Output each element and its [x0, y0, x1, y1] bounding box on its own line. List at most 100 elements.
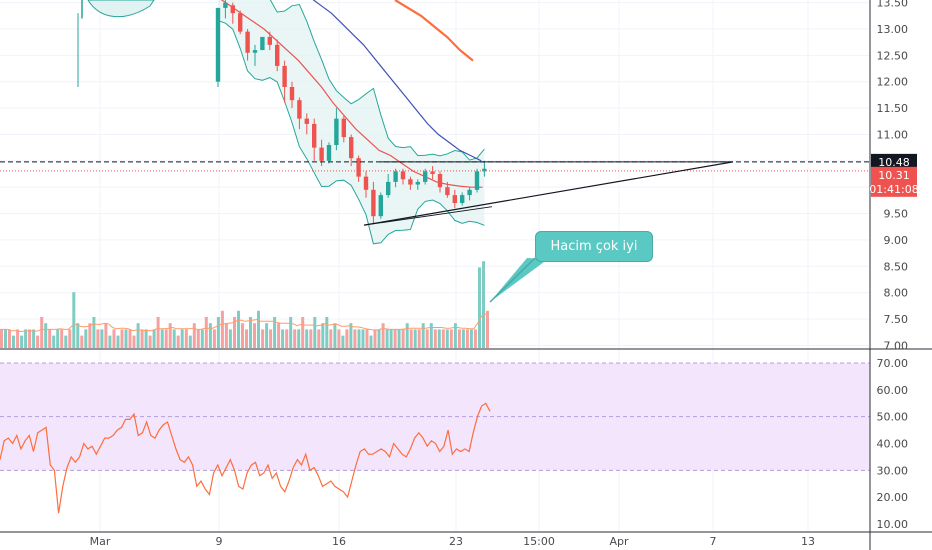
price-tick-label: 8.00 — [884, 287, 909, 300]
price-axis[interactable]: 13.5013.0012.5012.0011.5011.0010.5010.00… — [877, 0, 909, 531]
countdown-label: 01:41:08 — [869, 183, 918, 196]
volume-bars — [0, 261, 489, 348]
volume-bar — [144, 329, 148, 348]
volume-bar — [52, 335, 56, 348]
volume-bar — [0, 329, 3, 348]
candle-body — [378, 195, 383, 217]
trendline-support[interactable] — [363, 206, 493, 226]
volume-bar — [325, 317, 329, 348]
volume-bar — [345, 329, 349, 348]
candle-body — [289, 87, 295, 101]
volume-bar — [180, 329, 184, 348]
trendline-lower[interactable] — [363, 161, 734, 226]
volume-bar — [337, 329, 341, 348]
volume-bar — [40, 317, 44, 348]
bollinger-upper — [269, 0, 485, 161]
volume-bar — [377, 329, 381, 348]
volume-bar — [437, 329, 441, 348]
volume-bar — [112, 329, 116, 348]
volume-bar — [120, 329, 124, 348]
volume-bar — [478, 267, 481, 348]
volume-bar — [84, 329, 88, 348]
volume-bar — [224, 323, 228, 348]
volume-bar — [216, 317, 220, 348]
price-tick-label: 8.50 — [884, 260, 909, 273]
volume-bar — [108, 335, 112, 348]
volume-bar — [453, 323, 457, 348]
volume-bar — [409, 329, 413, 348]
volume-bar — [261, 329, 265, 348]
volume-bar — [469, 329, 473, 348]
volume-bar — [192, 323, 196, 348]
volume-bar — [228, 329, 232, 348]
candle-body — [260, 36, 265, 51]
time-tick-label: 7 — [710, 535, 717, 548]
volume-bar — [257, 310, 260, 348]
volume-bar — [369, 335, 373, 348]
volume-bar — [301, 317, 305, 348]
callout-pointer-line — [489, 257, 536, 303]
candle-body — [356, 158, 361, 177]
volume-bar — [172, 329, 176, 348]
volume-bar — [393, 329, 397, 348]
callout-pointer — [490, 258, 548, 302]
rsi-tick-label: 10.00 — [877, 518, 909, 531]
volume-bar — [245, 329, 248, 348]
current-price-tag — [871, 166, 917, 197]
candle-body — [408, 179, 413, 185]
volume-bar — [204, 317, 208, 348]
time-axis[interactable]: Mar 9 16 23 15:00 Apr 7 13 — [90, 535, 815, 548]
volume-bar — [156, 317, 160, 348]
candle-body — [386, 181, 391, 196]
current-price-label: 10.31 — [878, 169, 910, 182]
volume-bar — [220, 310, 224, 348]
volume-bar — [381, 323, 385, 348]
candle-body — [423, 171, 428, 182]
volume-bar — [465, 329, 469, 348]
candle-body — [223, 2, 228, 8]
volume-bar — [309, 329, 313, 348]
volume-bar — [88, 323, 92, 348]
volume-bar — [373, 329, 377, 348]
volume-bar — [4, 329, 7, 348]
volume-bar — [317, 329, 321, 348]
volume-bar — [457, 329, 461, 348]
moving-average-line — [394, 0, 474, 62]
candle-body — [400, 171, 406, 180]
price-tick-label: 9.00 — [884, 234, 909, 247]
moving-average-line — [312, 0, 482, 162]
time-tick-label: 16 — [332, 535, 346, 548]
price-tick-label: 12.00 — [877, 76, 909, 89]
candle-body — [341, 118, 346, 138]
volume-bar — [76, 323, 80, 348]
volume-bar — [357, 329, 361, 348]
volume-bar — [273, 317, 277, 348]
volume-bar — [441, 329, 445, 348]
volume-bar — [60, 329, 64, 348]
candle-body — [267, 36, 272, 45]
candle-body — [467, 189, 472, 196]
candle-body — [474, 171, 480, 190]
candles — [77, 0, 487, 225]
candle-body — [445, 187, 450, 196]
time-tick-label: 9 — [216, 535, 223, 548]
volume-bar — [48, 329, 52, 348]
candle-body — [252, 50, 258, 53]
candle-body — [371, 189, 376, 217]
volume-bar — [132, 335, 136, 348]
rsi-pane — [0, 402, 491, 514]
volume-bar — [168, 323, 172, 348]
volume-bar — [28, 329, 32, 348]
volume-bar — [321, 323, 325, 348]
annotation-callout[interactable]: Hacim çok iyi — [535, 231, 653, 262]
volume-bar — [313, 317, 317, 348]
volume-bar — [12, 335, 15, 348]
volume-bar — [20, 335, 24, 348]
volume-bar — [44, 323, 48, 348]
trendlines[interactable] — [363, 161, 734, 226]
volume-bar — [421, 323, 425, 348]
price-tick-label: 7.50 — [884, 313, 909, 326]
price-tick-label: 12.50 — [877, 49, 909, 62]
